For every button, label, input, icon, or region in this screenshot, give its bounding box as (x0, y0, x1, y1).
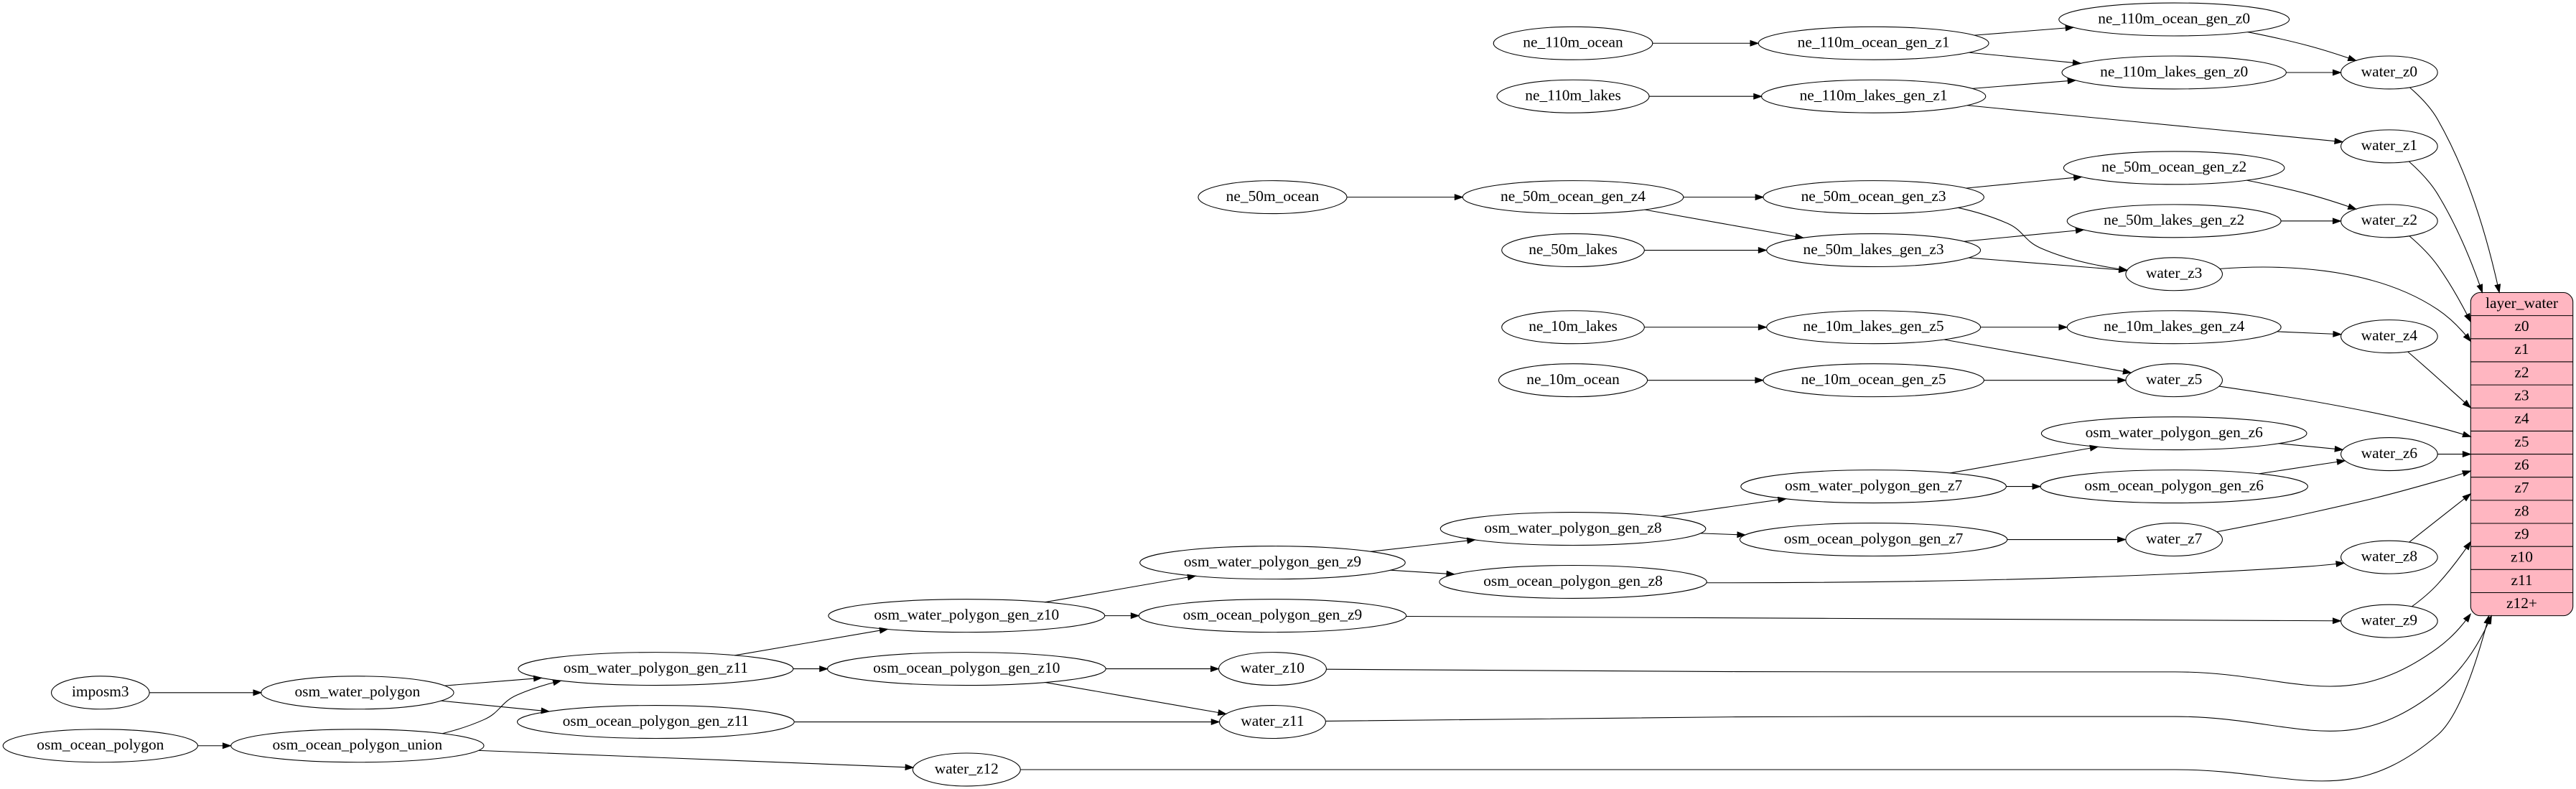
svg-text:osm_water_polygon_gen_z9: osm_water_polygon_gen_z9 (1184, 553, 1361, 570)
svg-text:z8: z8 (2514, 502, 2529, 519)
svg-text:osm_ocean_polygon_gen_z9: osm_ocean_polygon_gen_z9 (1183, 606, 1363, 623)
svg-text:water_z8: water_z8 (2361, 548, 2417, 565)
svg-text:ne_110m_ocean_gen_z1: ne_110m_ocean_gen_z1 (1798, 34, 1950, 51)
svg-text:water_z1: water_z1 (2361, 136, 2417, 154)
svg-text:ne_10m_lakes: ne_10m_lakes (1529, 317, 1618, 335)
svg-text:osm_water_polygon_gen_z7: osm_water_polygon_gen_z7 (1785, 477, 1962, 494)
svg-text:ne_50m_lakes: ne_50m_lakes (1529, 241, 1618, 258)
svg-text:layer_water: layer_water (2486, 294, 2558, 312)
svg-text:ne_50m_ocean_gen_z2: ne_50m_ocean_gen_z2 (2101, 158, 2246, 175)
svg-text:water_z11: water_z11 (1241, 712, 1304, 729)
svg-text:water_z2: water_z2 (2361, 211, 2417, 228)
svg-text:ne_110m_lakes_gen_z0: ne_110m_lakes_gen_z0 (2100, 62, 2248, 80)
svg-text:water_z7: water_z7 (2146, 530, 2203, 547)
svg-text:osm_ocean_polygon_gen_z10: osm_ocean_polygon_gen_z10 (873, 659, 1060, 676)
svg-text:osm_ocean_polygon_gen_z7: osm_ocean_polygon_gen_z7 (1784, 530, 1964, 547)
svg-text:osm_ocean_polygon: osm_ocean_polygon (37, 736, 164, 753)
svg-text:ne_110m_lakes: ne_110m_lakes (1525, 87, 1621, 104)
svg-text:z6: z6 (2514, 456, 2529, 473)
svg-text:z11: z11 (2511, 571, 2532, 589)
svg-text:ne_50m_lakes_gen_z2: ne_50m_lakes_gen_z2 (2104, 211, 2244, 228)
svg-text:z3: z3 (2514, 387, 2529, 404)
svg-text:z7: z7 (2514, 479, 2529, 496)
svg-text:water_z10: water_z10 (1241, 659, 1305, 676)
svg-text:ne_50m_lakes_gen_z3: ne_50m_lakes_gen_z3 (1803, 241, 1944, 258)
svg-text:osm_ocean_polygon_gen_z6: osm_ocean_polygon_gen_z6 (2084, 477, 2264, 494)
svg-text:water_z6: water_z6 (2361, 444, 2418, 462)
svg-text:osm_water_polygon_gen_z11: osm_water_polygon_gen_z11 (564, 659, 748, 676)
svg-text:z10: z10 (2511, 548, 2533, 566)
svg-text:z1: z1 (2514, 340, 2529, 358)
svg-text:osm_water_polygon: osm_water_polygon (294, 683, 420, 700)
svg-text:osm_water_polygon_gen_z10: osm_water_polygon_gen_z10 (874, 606, 1059, 623)
svg-text:water_z0: water_z0 (2361, 62, 2417, 80)
svg-text:osm_ocean_polygon_gen_z11: osm_ocean_polygon_gen_z11 (563, 712, 749, 729)
svg-text:ne_110m_ocean_gen_z0: ne_110m_ocean_gen_z0 (2098, 9, 2250, 27)
svg-text:ne_50m_ocean_gen_z4: ne_50m_ocean_gen_z4 (1501, 187, 1646, 205)
svg-text:z0: z0 (2514, 317, 2529, 335)
svg-text:z5: z5 (2514, 433, 2529, 450)
svg-text:z4: z4 (2514, 410, 2529, 427)
svg-text:imposm3: imposm3 (72, 683, 129, 700)
svg-text:ne_10m_ocean: ne_10m_ocean (1526, 370, 1620, 388)
svg-text:ne_10m_lakes_gen_z5: ne_10m_lakes_gen_z5 (1803, 317, 1944, 335)
svg-text:osm_ocean_polygon_gen_z8: osm_ocean_polygon_gen_z8 (1483, 572, 1663, 589)
svg-text:ne_110m_ocean: ne_110m_ocean (1523, 34, 1623, 51)
svg-text:water_z9: water_z9 (2361, 611, 2417, 628)
svg-text:z2: z2 (2514, 363, 2529, 381)
svg-text:water_z3: water_z3 (2146, 264, 2202, 281)
svg-text:water_z4: water_z4 (2361, 327, 2418, 344)
svg-text:z9: z9 (2514, 525, 2529, 542)
svg-text:ne_50m_ocean: ne_50m_ocean (1226, 187, 1320, 205)
svg-text:ne_10m_lakes_gen_z4: ne_10m_lakes_gen_z4 (2104, 317, 2244, 335)
svg-text:water_z5: water_z5 (2146, 370, 2202, 388)
svg-text:water_z12: water_z12 (935, 760, 999, 777)
svg-text:z12+: z12+ (2506, 594, 2537, 612)
svg-text:ne_110m_lakes_gen_z1: ne_110m_lakes_gen_z1 (1800, 87, 1948, 104)
svg-text:osm_water_polygon_gen_z8: osm_water_polygon_gen_z8 (1484, 519, 1661, 536)
svg-text:osm_ocean_polygon_union: osm_ocean_polygon_union (273, 736, 443, 753)
svg-text:osm_water_polygon_gen_z6: osm_water_polygon_gen_z6 (2086, 424, 2263, 441)
svg-text:ne_50m_ocean_gen_z3: ne_50m_ocean_gen_z3 (1801, 187, 1946, 205)
svg-text:ne_10m_ocean_gen_z5: ne_10m_ocean_gen_z5 (1801, 370, 1946, 388)
